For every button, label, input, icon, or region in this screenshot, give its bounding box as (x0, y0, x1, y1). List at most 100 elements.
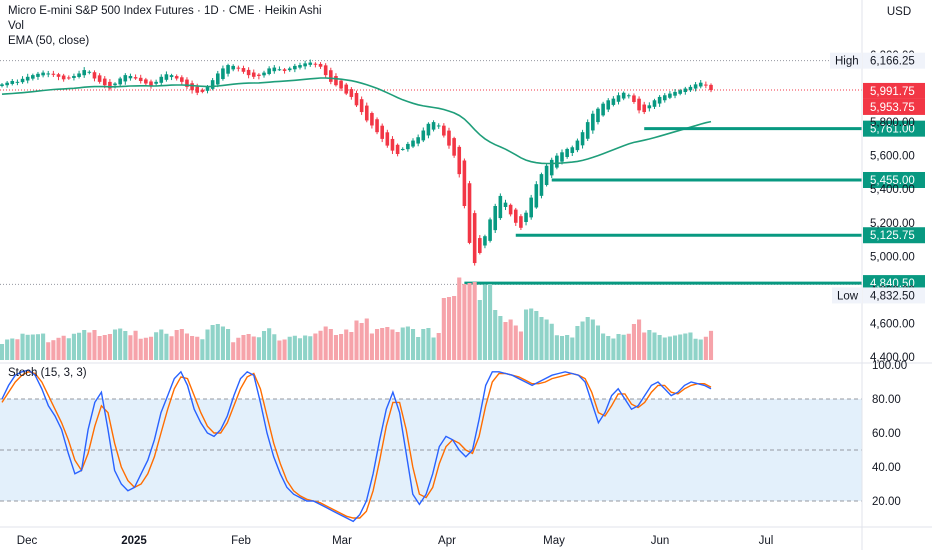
volume-bar (71, 333, 76, 360)
candle-body (683, 88, 688, 93)
volume-bar (364, 318, 369, 360)
volume-bar (452, 296, 457, 360)
volume-bar (143, 337, 148, 360)
volume-bar (138, 338, 143, 360)
volume-bar (30, 334, 35, 360)
candle-body (400, 148, 405, 150)
candle-body (452, 138, 456, 156)
volume-bar (606, 336, 611, 360)
candle-body (251, 72, 256, 77)
volume-bar (575, 326, 580, 360)
price-tick-label: 5,400.00 (870, 184, 915, 196)
volume-bar (328, 329, 333, 360)
candle-body (180, 77, 184, 82)
volume-bar (498, 316, 503, 360)
candle-body (200, 89, 205, 92)
volume-bar (200, 339, 205, 360)
candle-body (82, 70, 87, 76)
candle-body (334, 76, 338, 86)
candle-body (262, 72, 266, 76)
high-value: 6,166.25 (870, 56, 915, 68)
support-price-label: 5,761.00 (870, 124, 915, 136)
candle-body (565, 148, 569, 157)
volume-bar (693, 338, 698, 360)
volume-bar (195, 336, 200, 360)
high-value-box (863, 52, 925, 69)
volume-bar (395, 332, 400, 360)
candle-body (282, 69, 287, 71)
candle-body (339, 80, 343, 89)
volume-bar (282, 339, 287, 360)
volume-bar (390, 329, 395, 360)
candle-body (159, 76, 164, 83)
volume-bar (5, 339, 10, 360)
volume-bar (190, 336, 195, 360)
time-tick-label: Jul (759, 535, 774, 547)
volume-bar (15, 339, 20, 360)
candle-body (606, 100, 611, 110)
volume-bar (261, 331, 267, 360)
candle-body (436, 125, 441, 127)
volume-bar (667, 336, 672, 360)
candle-body (190, 83, 194, 91)
support-price-tag (863, 171, 925, 188)
candle-body (626, 95, 631, 97)
candle-body (66, 77, 71, 79)
candle-body (113, 83, 117, 86)
candle-body (380, 125, 384, 139)
volume-bar (61, 335, 66, 360)
volume-bar (25, 334, 30, 360)
candle-body (596, 108, 600, 123)
volume-bar (513, 325, 518, 360)
volume-bar (92, 330, 97, 360)
candle-body (0, 84, 4, 87)
candle-body (544, 165, 549, 185)
support-price-tag (863, 275, 925, 292)
volume-bar (539, 317, 544, 360)
candle-body (25, 76, 30, 81)
candle-body (575, 140, 580, 151)
volume-bar (374, 329, 380, 360)
candle-body (344, 84, 349, 94)
candle-body (241, 68, 246, 72)
candle-body (642, 104, 647, 113)
volume-bar (580, 321, 585, 360)
candle-body (585, 122, 590, 139)
candle-body (411, 140, 415, 147)
stoch-legend: Stoch (15, 3, 3) (8, 367, 87, 379)
volume-bar (308, 336, 313, 360)
volume-bar (652, 332, 657, 360)
candle-body (308, 62, 313, 65)
candle-body (56, 74, 61, 77)
candle-body (41, 72, 45, 76)
candle-body (693, 84, 698, 89)
volume-bar (400, 327, 405, 360)
volume-bar (148, 336, 154, 360)
volume-bar (585, 317, 590, 360)
candle-body (698, 82, 703, 87)
volume-bar (369, 333, 374, 360)
candle-body (323, 65, 328, 76)
volume-bar (503, 322, 508, 360)
volume-bar (601, 333, 606, 360)
candle-body (277, 69, 282, 71)
candle-body (513, 209, 518, 223)
volume-bar (220, 326, 225, 360)
volume-bar (41, 333, 46, 360)
volume-bar (698, 339, 703, 360)
candle-body (210, 80, 215, 89)
candle-body (662, 95, 667, 101)
price-pane[interactable] (0, 59, 862, 285)
stoch-pane[interactable] (0, 369, 862, 523)
candle-body (421, 130, 426, 141)
candle-body (185, 79, 189, 87)
candle-body (657, 96, 662, 104)
candle-body (77, 73, 81, 77)
volume-bar (559, 336, 565, 360)
currency-button[interactable]: USD (886, 6, 912, 18)
volume-bar (154, 332, 159, 360)
volume-bar (339, 334, 344, 360)
candle-body (303, 63, 307, 67)
time-tick-label: May (543, 535, 565, 547)
